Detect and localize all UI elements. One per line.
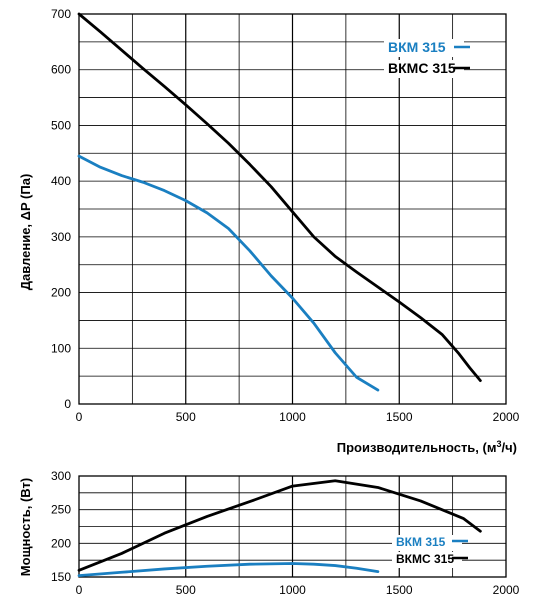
series-line-bkmc-315 [77, 12, 482, 383]
y-tick-label: 100 [51, 341, 71, 355]
pressure-legend: ВКМ 315 ВКМС 315 [384, 39, 470, 78]
y-tick-label: 300 [51, 469, 71, 483]
power-grid [78, 475, 507, 578]
y-tick-label: 600 [51, 63, 71, 77]
x-tick-label: 1000 [279, 410, 306, 424]
power-tick-labels: 0 500 1000 1500 2000 150 200 250 300 [51, 469, 520, 597]
power-legend: ВКМ 315 ВКМС 315 [392, 535, 468, 568]
y-tick-label: 500 [51, 118, 71, 132]
power-lines [77, 479, 482, 578]
x-tick-label: 0 [76, 583, 83, 597]
y-tick-label: 200 [51, 286, 71, 300]
legend-background [392, 552, 462, 568]
legend-background [392, 535, 462, 551]
power-chart: 0 500 1000 1500 2000 150 200 250 300 Мощность, (… [18, 469, 520, 597]
x-tick-label: 2000 [493, 583, 520, 597]
y-tick-label: 200 [51, 536, 71, 550]
y-tick-label: 250 [51, 503, 71, 517]
y-tick-label: 400 [51, 174, 71, 188]
x-tick-label: 1000 [279, 583, 306, 597]
pressure-tick-labels: 0 500 1000 1500 2000 0 100 200 300 400 500 600 700 [51, 7, 520, 424]
y-tick-label: 700 [51, 7, 71, 21]
legend-background [384, 60, 464, 78]
y-tick-label: 150 [51, 570, 71, 584]
legend-label: ВКМС 315 [388, 60, 456, 76]
series-line-bkmc-315 [77, 479, 482, 572]
legend-label: ВКМС 315 [396, 552, 454, 566]
series-line-bkm-315 [77, 562, 380, 578]
legend-label: ВКМ 315 [396, 535, 446, 549]
pressure-lines [77, 12, 482, 392]
x-tick-label: 1500 [386, 583, 413, 597]
x-tick-label: 500 [176, 410, 196, 424]
y-tick-label: 0 [64, 397, 71, 411]
x-tick-label: 1500 [386, 410, 413, 424]
pressure-y-axis-label: Давление, ΔP (Па) [18, 174, 33, 291]
pressure-chart: 0 500 1000 1500 2000 0 100 200 300 400 500 600 700 Д… [18, 7, 520, 455]
legend-background [384, 39, 464, 57]
pressure-x-axis-label: Производительность, (м3/ч) [337, 439, 517, 455]
pressure-grid [78, 13, 507, 405]
x-tick-label: 500 [176, 583, 196, 597]
power-y-axis-label: Мощность, (Вт) [18, 478, 33, 576]
series-line-bkm-315 [77, 154, 380, 392]
x-tick-label: 2000 [493, 410, 520, 424]
x-tick-label: 0 [76, 410, 83, 424]
legend-label: ВКМ 315 [388, 39, 446, 55]
y-tick-label: 300 [51, 230, 71, 244]
